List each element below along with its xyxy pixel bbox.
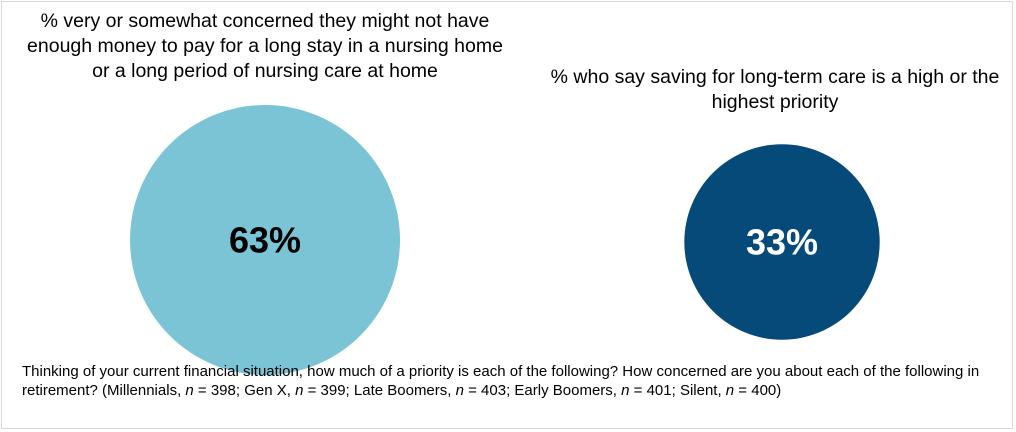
footnote-group-label: Silent, [679, 382, 726, 399]
footnote-n-value: = 398; [193, 382, 245, 399]
priority-bubble [684, 144, 880, 340]
footnote-group-label: Gen X, [244, 382, 296, 399]
footnote-group-label: Early Boomers, [514, 382, 622, 399]
left-chart-title: % very or somewhat concerned they might … [27, 10, 503, 82]
footnote-n-symbol: n [455, 382, 464, 399]
right-chart-panel: % who say saving for long-term care is a… [540, 65, 1010, 115]
footnote-group-label: (Millennials, [102, 382, 186, 399]
footnote-n-value: = 403; [463, 382, 515, 399]
concerned-value-label: 63% [229, 220, 301, 261]
footnote-n-symbol: n [621, 382, 630, 399]
footnote-n-value: = 400) [734, 382, 782, 399]
footnote-group-label: Late Boomers, [353, 382, 456, 399]
footnote-n-value: = 401; [629, 382, 680, 399]
concerned-bubble-group: 63% [130, 105, 400, 375]
priority-bubble-group: 33% [684, 144, 880, 340]
footnote-n-symbol: n [295, 382, 304, 399]
footnote-n-value: = 399; [303, 382, 354, 399]
footnote-n-symbol: n [725, 382, 735, 399]
priority-value-label: 33% [746, 222, 818, 263]
survey-footnote: Thinking of your current financial situa… [22, 362, 1012, 400]
concerned-bubble [130, 105, 400, 375]
footnote-question: Thinking of your current financial situa… [22, 363, 980, 399]
footnote-sample-sizes: (Millennials, n = 398; Gen X, n = 399; L… [102, 382, 781, 399]
left-chart-panel: % very or somewhat concerned they might … [20, 9, 510, 84]
right-chart-title: % who say saving for long-term care is a… [550, 66, 1000, 113]
footnote-n-symbol: n [185, 382, 194, 399]
